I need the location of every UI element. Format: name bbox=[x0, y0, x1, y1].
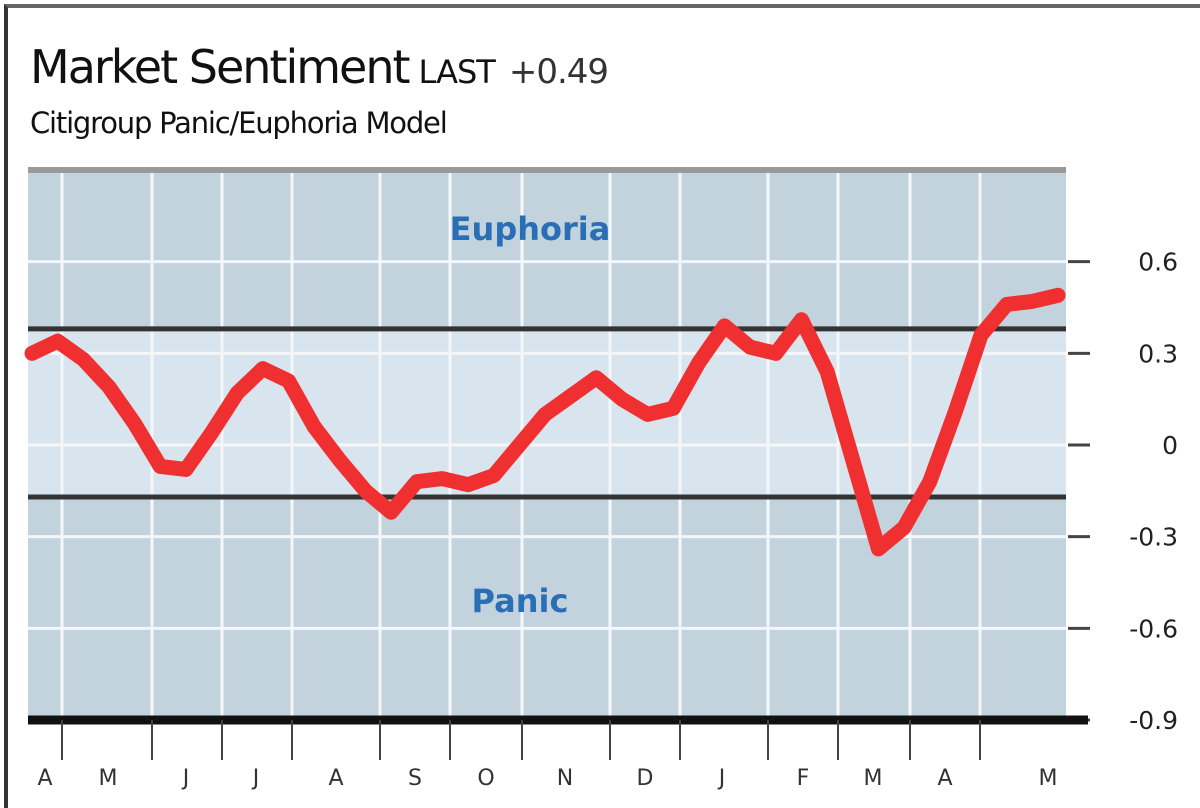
x-tick-label: S bbox=[408, 766, 422, 791]
y-tick-label: 0.3 bbox=[1138, 339, 1178, 368]
x-tick-label: D bbox=[637, 766, 654, 791]
x-tick-label: A bbox=[37, 766, 52, 791]
x-tick-label: M bbox=[864, 766, 883, 791]
y-tick-label: -0.3 bbox=[1129, 523, 1178, 552]
x-tick-label: J bbox=[181, 766, 190, 791]
x-tick-label: A bbox=[328, 766, 343, 791]
y-tick-label: -0.6 bbox=[1129, 614, 1178, 643]
y-tick-label: 0 bbox=[1162, 431, 1178, 460]
y-tick-label: 0.6 bbox=[1138, 248, 1178, 277]
x-tick-label: M bbox=[99, 766, 118, 791]
x-tick-label: N bbox=[557, 766, 573, 791]
x-tick-label: A bbox=[937, 766, 952, 791]
y-tick-label: -0.9 bbox=[1129, 706, 1178, 735]
x-tick-label: F bbox=[797, 766, 810, 791]
x-tick-label: J bbox=[717, 766, 726, 791]
panic-label: Panic bbox=[472, 582, 569, 620]
x-tick-label: M bbox=[1039, 766, 1058, 791]
x-tick-label: J bbox=[251, 766, 260, 791]
euphoria-label: Euphoria bbox=[450, 210, 611, 248]
x-tick-label: O bbox=[477, 766, 494, 791]
